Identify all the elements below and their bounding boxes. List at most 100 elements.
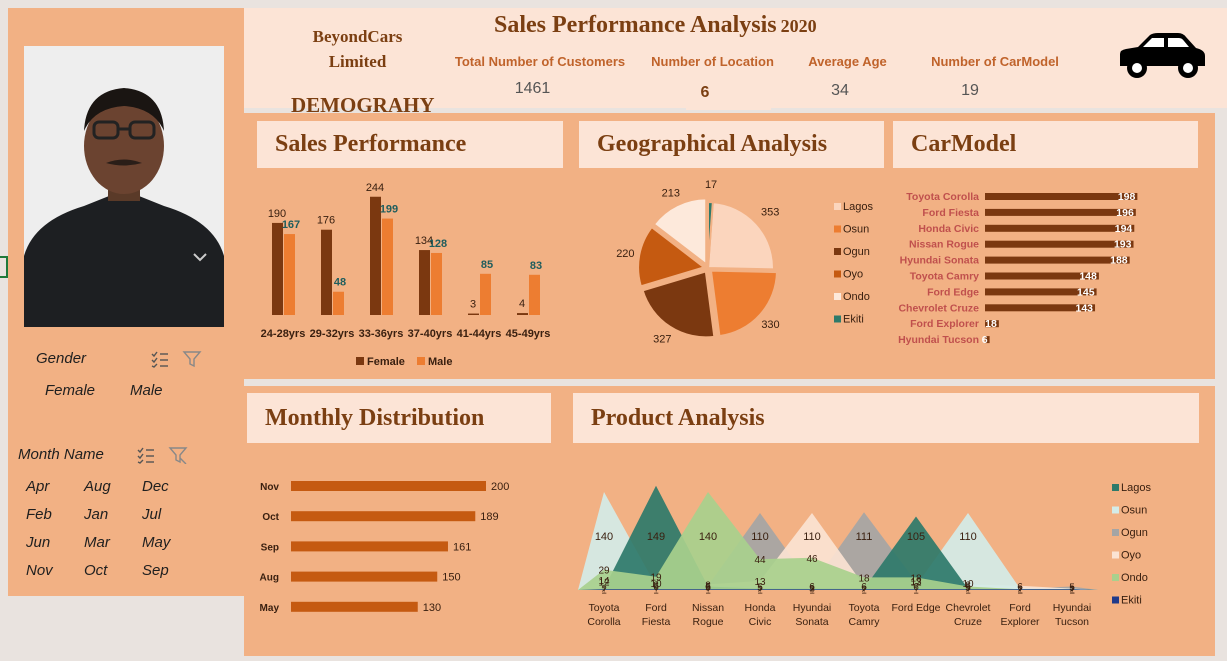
month-item[interactable]: Feb bbox=[26, 506, 52, 523]
bar-female bbox=[517, 313, 528, 315]
kpi-locations-label: Number of Location bbox=[651, 54, 774, 69]
data-label: 2 bbox=[601, 585, 607, 596]
data-label: 6 bbox=[653, 582, 659, 593]
pie-data-label: 213 bbox=[662, 188, 680, 200]
legend-label: Lagos bbox=[843, 201, 873, 213]
pie-data-label: 353 bbox=[761, 206, 779, 218]
x-tick-label: 41-44yrs bbox=[457, 328, 502, 340]
data-label: 46 bbox=[806, 554, 818, 565]
x-tick-label: Honda bbox=[745, 602, 776, 614]
legend-label: Oyo bbox=[843, 269, 863, 281]
data-label-female: 3 bbox=[470, 299, 476, 311]
bar bbox=[291, 481, 486, 491]
bar-male bbox=[431, 252, 442, 315]
gender-item-male[interactable]: Male bbox=[130, 382, 163, 399]
data-label-male: 128 bbox=[429, 238, 447, 250]
data-label: 1 bbox=[705, 585, 711, 596]
data-label: 6 bbox=[861, 582, 867, 593]
bar bbox=[291, 601, 418, 612]
kpi-locations-box bbox=[686, 78, 771, 110]
kpi-carmodel-value: 19 bbox=[961, 82, 979, 99]
geographical-analysis-title: Geographical Analysis bbox=[579, 121, 884, 168]
data-label: 2 bbox=[1069, 585, 1075, 596]
month-item[interactable]: Apr bbox=[26, 478, 50, 495]
multi-select-icon[interactable] bbox=[136, 446, 156, 469]
data-label: 111 bbox=[856, 531, 873, 543]
clear-filter-icon[interactable] bbox=[182, 350, 202, 373]
data-label: 5 bbox=[757, 583, 763, 594]
pie-slice bbox=[641, 270, 716, 339]
bar-female bbox=[272, 222, 283, 315]
x-tick-label: Ford Edge bbox=[891, 602, 940, 614]
data-label: 148 bbox=[1079, 271, 1097, 283]
x-tick-label: 45-49yrs bbox=[506, 328, 551, 340]
bar-male bbox=[284, 234, 295, 315]
data-label: 1 bbox=[1017, 585, 1023, 596]
x-tick-label: Sonata bbox=[795, 616, 828, 628]
legend-label-male: Male bbox=[428, 356, 452, 368]
data-label: 1 bbox=[965, 585, 971, 596]
data-label-female: 244 bbox=[366, 182, 384, 194]
x-tick-label: Hyundai bbox=[793, 602, 832, 614]
data-label: 2 bbox=[861, 585, 867, 596]
x-tick-label: 29-32yrs bbox=[310, 328, 355, 340]
x-tick-label: Explorer bbox=[1000, 616, 1040, 628]
legend-swatch bbox=[1112, 551, 1119, 559]
month-item[interactable]: Mar bbox=[84, 534, 110, 551]
pie-slice bbox=[709, 269, 778, 338]
pie-slice bbox=[707, 200, 714, 269]
bar-male bbox=[529, 274, 540, 315]
month-item[interactable]: Jul bbox=[142, 506, 162, 523]
pie-data-label: 330 bbox=[761, 319, 779, 331]
month-item[interactable]: Aug bbox=[84, 478, 111, 495]
multi-select-icon-svg bbox=[137, 447, 154, 464]
legend-swatch-female bbox=[356, 357, 364, 365]
bar-male bbox=[382, 218, 393, 315]
month-item[interactable]: Sep bbox=[142, 562, 169, 579]
legend-label: Ondo bbox=[1121, 572, 1148, 584]
month-item[interactable]: Nov bbox=[26, 562, 53, 579]
kpi-age-value: 34 bbox=[831, 82, 849, 99]
data-label: 1 bbox=[1017, 585, 1023, 596]
month-item[interactable]: Oct bbox=[84, 562, 108, 579]
data-label: 1 bbox=[1069, 585, 1075, 596]
legend-swatch bbox=[834, 225, 841, 233]
bar bbox=[291, 571, 438, 582]
legend-label: Ekiti bbox=[843, 314, 864, 326]
clear-filter-icon[interactable] bbox=[168, 446, 188, 469]
data-label: 8 bbox=[705, 580, 711, 591]
data-label-female: 134 bbox=[415, 235, 433, 247]
multi-select-icon-svg bbox=[151, 351, 168, 368]
gender-item-female[interactable]: Female bbox=[45, 382, 96, 399]
bar bbox=[985, 272, 1099, 280]
data-label: 150 bbox=[442, 572, 460, 584]
month-item[interactable]: May bbox=[142, 534, 171, 551]
data-label: 5 bbox=[965, 583, 971, 594]
data-label: 6 bbox=[705, 582, 711, 593]
carmodel-title: CarModel bbox=[893, 121, 1198, 168]
page-title-year: 2020 bbox=[780, 16, 817, 36]
x-tick-label: Nissan bbox=[692, 602, 724, 614]
multi-select-icon[interactable] bbox=[150, 350, 170, 373]
kpi-carmodel-label: Number of CarModel bbox=[931, 54, 1059, 69]
category-label: Hyundai Sonata bbox=[900, 255, 980, 267]
bar-female bbox=[370, 196, 381, 315]
data-label: 198 bbox=[1118, 191, 1136, 203]
month-item[interactable]: Jun bbox=[26, 534, 51, 551]
month-item[interactable]: Dec bbox=[142, 478, 169, 495]
category-label: Honda Civic bbox=[918, 223, 979, 235]
category-label: Nov bbox=[260, 482, 279, 493]
data-label: 13 bbox=[754, 577, 766, 588]
data-label: 2 bbox=[1017, 585, 1023, 596]
clear-filter-icon-svg bbox=[168, 447, 188, 465]
data-label: 6 bbox=[705, 582, 711, 593]
x-tick-label: Ford bbox=[645, 602, 667, 614]
bar-male bbox=[333, 291, 344, 315]
category-label: Toyota Corolla bbox=[906, 191, 979, 203]
bar-male bbox=[480, 273, 491, 315]
data-label: 161 bbox=[453, 541, 471, 553]
month-item[interactable]: Jan bbox=[84, 506, 109, 523]
legend-swatch bbox=[1112, 596, 1119, 604]
bar bbox=[291, 511, 476, 522]
